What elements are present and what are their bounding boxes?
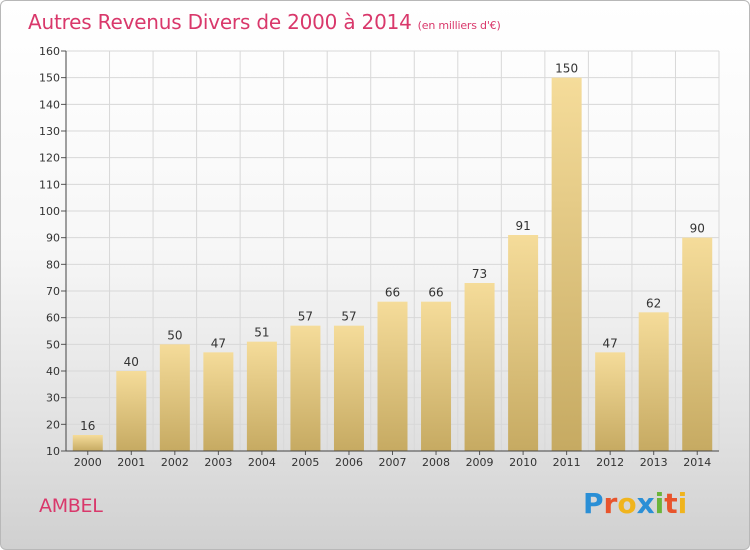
y-tick-label: 120 <box>39 152 60 165</box>
bar-value-label: 66 <box>428 286 443 300</box>
x-tick-label: 2013 <box>640 456 668 469</box>
y-tick-label: 10 <box>46 445 60 458</box>
y-tick-label: 90 <box>46 232 60 245</box>
bar <box>464 283 495 451</box>
bar-value-label: 16 <box>80 419 95 433</box>
axes-layer: 10 20 30 40 50 60 70 80 90 100 110 120 130 140 150 160 2… <box>39 45 719 469</box>
bar-value-label: 51 <box>254 326 269 340</box>
bar <box>290 325 321 451</box>
commune-name: AMBEL <box>39 495 103 517</box>
bar <box>159 344 190 451</box>
y-tick-label: 110 <box>39 178 60 191</box>
x-tick-label: 2010 <box>509 456 537 469</box>
bar <box>377 301 408 451</box>
bar-value-label: 40 <box>124 355 139 369</box>
proxiti-logo: Proxiti <box>583 487 687 520</box>
x-tick-label: 2005 <box>291 456 319 469</box>
x-tick-label: 2008 <box>422 456 450 469</box>
bar-value-label: 91 <box>515 219 530 233</box>
bar-value-label: 66 <box>385 286 400 300</box>
bar <box>638 312 669 451</box>
logo-letter: i <box>677 487 688 520</box>
x-tick-label: 2009 <box>466 456 494 469</box>
logo-letter: t <box>664 487 678 520</box>
bar <box>116 371 147 451</box>
bar-value-label: 57 <box>298 310 313 324</box>
y-tick-label: 30 <box>46 392 60 405</box>
y-tick-label: 130 <box>39 125 60 138</box>
bar <box>203 352 234 451</box>
bar-value-label: 47 <box>211 336 226 350</box>
y-tick-label: 20 <box>46 418 60 431</box>
bar <box>508 235 539 451</box>
chart-title: Autres Revenus Divers de 2000 à 2014 (en … <box>28 10 501 34</box>
x-tick-label: 2000 <box>74 456 102 469</box>
bar-value-label: 73 <box>472 267 487 281</box>
logo-letter: P <box>583 487 604 520</box>
bar <box>595 352 626 451</box>
x-tick-label: 2004 <box>248 456 276 469</box>
bar <box>551 77 582 452</box>
y-tick-label: 100 <box>39 205 60 218</box>
y-tick-label: 160 <box>39 45 60 58</box>
x-tick-label: 2002 <box>161 456 189 469</box>
bar-value-label: 47 <box>603 336 618 350</box>
y-tick-label: 150 <box>39 72 60 85</box>
chart-unit: (en milliers d'€) <box>417 19 501 32</box>
x-tick-label: 2003 <box>204 456 232 469</box>
x-tick-label: 2007 <box>379 456 407 469</box>
bars-layer: 16 40 50 47 51 57 57 66 66 73 91 150 47 62 90 <box>72 62 713 452</box>
y-tick-label: 80 <box>46 258 60 271</box>
bar <box>246 341 277 451</box>
bar-value-label: 62 <box>646 296 661 310</box>
x-tick-label: 2011 <box>553 456 581 469</box>
bar-value-label: 90 <box>690 222 705 236</box>
chart-title-text: Autres Revenus Divers de 2000 à 2014 <box>28 10 412 34</box>
bar-value-label: 57 <box>341 310 356 324</box>
x-tick-label: 2012 <box>596 456 624 469</box>
bar <box>682 237 713 451</box>
bar <box>333 325 364 451</box>
bar <box>72 435 103 451</box>
logo-letter: x <box>636 487 655 520</box>
y-tick-label: 140 <box>39 98 60 111</box>
y-tick-label: 50 <box>46 338 60 351</box>
x-tick-label: 2006 <box>335 456 363 469</box>
logo-letter: i <box>654 487 665 520</box>
x-tick-label: 2001 <box>117 456 145 469</box>
logo-letter: r <box>603 487 618 520</box>
y-tick-label: 70 <box>46 285 60 298</box>
x-tick-label: 2014 <box>683 456 711 469</box>
y-tick-label: 40 <box>46 365 60 378</box>
logo-letter: o <box>617 487 637 520</box>
y-tick-label: 60 <box>46 312 60 325</box>
bar <box>421 301 452 451</box>
bar-value-label: 50 <box>167 328 182 342</box>
bar-value-label: 150 <box>555 62 578 76</box>
